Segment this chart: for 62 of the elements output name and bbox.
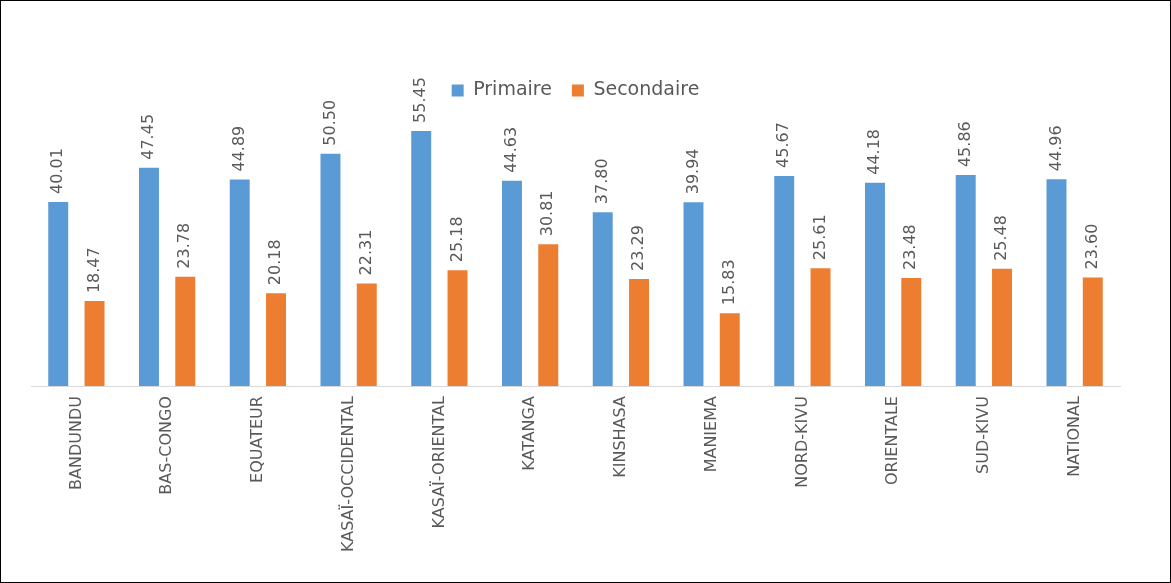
bar — [955, 175, 976, 387]
data-label: 55.45 — [410, 77, 430, 123]
bar — [864, 182, 885, 387]
bar — [84, 301, 105, 387]
bar — [629, 278, 650, 387]
bar — [719, 313, 740, 387]
data-label: 30.81 — [537, 190, 557, 237]
bar — [229, 179, 250, 387]
bar — [48, 201, 69, 387]
data-label: 23.48 — [900, 224, 920, 271]
data-label: 44.63 — [501, 126, 521, 173]
data-label: 18.47 — [83, 247, 103, 294]
data-label: 20.18 — [265, 239, 285, 286]
x-tick-label: EQUATEUR — [247, 396, 267, 483]
bar — [266, 293, 287, 387]
data-label: 25.18 — [446, 216, 466, 263]
data-label: 23.29 — [628, 225, 648, 271]
bar — [320, 153, 341, 387]
bar — [1082, 277, 1103, 387]
data-label: 40.01 — [47, 148, 67, 194]
x-tick-label: KASAÏ-ORIENTAL — [428, 395, 448, 529]
x-tick-label: KATANGA — [519, 396, 539, 471]
x-tick-label: NATIONAL — [1063, 395, 1083, 477]
bar — [810, 268, 831, 387]
data-label: 23.78 — [174, 222, 194, 269]
data-label: 47.45 — [138, 113, 158, 160]
bar — [138, 167, 159, 387]
legend-label: Secondaire — [593, 77, 700, 100]
data-label: 44.96 — [1045, 125, 1065, 172]
bar — [592, 212, 613, 387]
data-label: 44.89 — [228, 125, 248, 172]
legend-label: Primaire — [473, 77, 552, 100]
bar — [774, 175, 795, 387]
data-label: 15.83 — [718, 259, 738, 306]
data-label: 25.48 — [991, 215, 1011, 261]
bar — [683, 202, 704, 387]
x-tick-label: MANIEMA — [700, 396, 720, 473]
bar — [447, 270, 468, 387]
x-tick-label: KASAÏ-OCCIDENTAL — [337, 395, 357, 552]
x-tick-label: KINSHASA — [610, 396, 630, 478]
bar — [1046, 179, 1067, 387]
data-label: 37.80 — [591, 158, 611, 205]
data-label: 23.60 — [1081, 223, 1101, 270]
data-label: 44.18 — [864, 128, 884, 175]
data-label: 50.50 — [319, 99, 339, 146]
bar — [175, 276, 196, 387]
x-tick-label: SUD-KIVU — [973, 396, 993, 474]
data-label: 45.67 — [773, 122, 793, 168]
data-label: 22.31 — [355, 229, 375, 276]
bar — [501, 180, 522, 387]
bar — [992, 268, 1013, 387]
x-tick-label: BANDUNDU — [65, 396, 85, 490]
bar — [411, 130, 432, 387]
bar — [356, 283, 377, 387]
bar — [901, 278, 922, 387]
x-tick-label: NORD-KIVU — [791, 396, 811, 488]
data-label: 25.61 — [809, 214, 829, 261]
x-tick-label: ORIENTALE — [882, 396, 902, 486]
x-tick-label: BAS-CONGO — [156, 396, 176, 495]
bar — [538, 244, 559, 387]
data-label: 45.86 — [954, 121, 974, 168]
data-label: 39.94 — [682, 148, 702, 195]
